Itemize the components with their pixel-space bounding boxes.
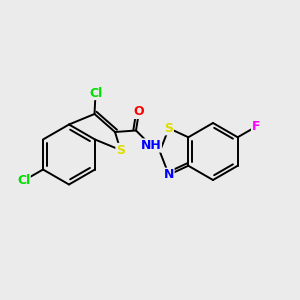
Text: S: S — [116, 143, 125, 157]
Text: N: N — [164, 168, 174, 181]
Text: F: F — [252, 120, 260, 133]
Text: Cl: Cl — [89, 86, 102, 100]
Text: Cl: Cl — [17, 174, 30, 187]
Text: S: S — [164, 122, 173, 135]
Text: O: O — [134, 105, 144, 119]
Text: NH: NH — [141, 139, 161, 152]
